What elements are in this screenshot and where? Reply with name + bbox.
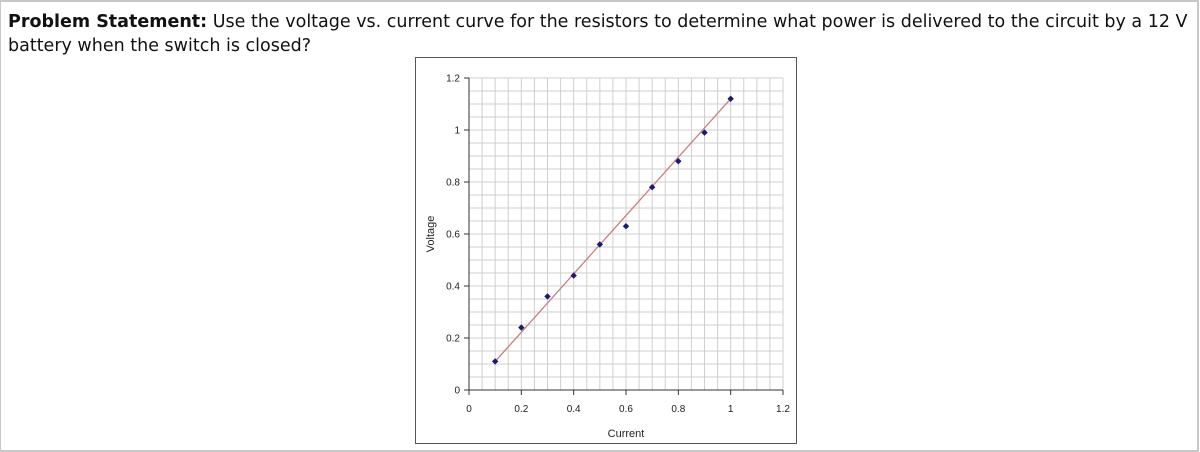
- y-tick-label: 1: [454, 126, 460, 137]
- x-tick-label: 1.2: [776, 404, 790, 415]
- chart-svg: 0 0.2 0.4 0.6 0.8 1 1.2 0 0.2 0.4 0.6 0.8 1 1.2 Curren…: [425, 74, 790, 441]
- y-tick-label: 0.8: [446, 178, 460, 189]
- x-tick-label: 0.8: [671, 404, 685, 415]
- x-tick-label: 1: [728, 404, 734, 415]
- voltage-current-chart: 0 0.2 0.4 0.6 0.8 1 1.2 0 0.2 0.4 0.6 0.8 1 1.2 Curren…: [415, 57, 797, 444]
- x-tick-label: 0.2: [514, 404, 528, 415]
- x-tick-label: 0.6: [619, 404, 633, 415]
- problem-statement: Problem Statement: Use the voltage vs. c…: [8, 10, 1188, 58]
- data-point: [701, 129, 708, 136]
- data-point: [491, 358, 499, 365]
- x-axis-label: Current: [608, 428, 645, 440]
- problem-text: Use the voltage vs. current curve for th…: [8, 12, 1188, 56]
- y-axis-label: Voltage: [425, 216, 437, 253]
- x-tick-label: 0.4: [567, 404, 581, 415]
- data-point: [622, 223, 630, 230]
- x-tick-label: 0: [466, 404, 472, 415]
- y-tick-label: 0.2: [446, 334, 460, 345]
- problem-heading: Problem Statement:: [8, 12, 208, 32]
- y-tick-label: 0: [454, 386, 460, 397]
- y-tick-label: 0.6: [446, 230, 460, 241]
- data-point: [544, 293, 551, 300]
- y-tick-label: 1.2: [446, 74, 460, 85]
- trend-line: [494, 98, 732, 362]
- y-tick-label: 0.4: [446, 282, 460, 293]
